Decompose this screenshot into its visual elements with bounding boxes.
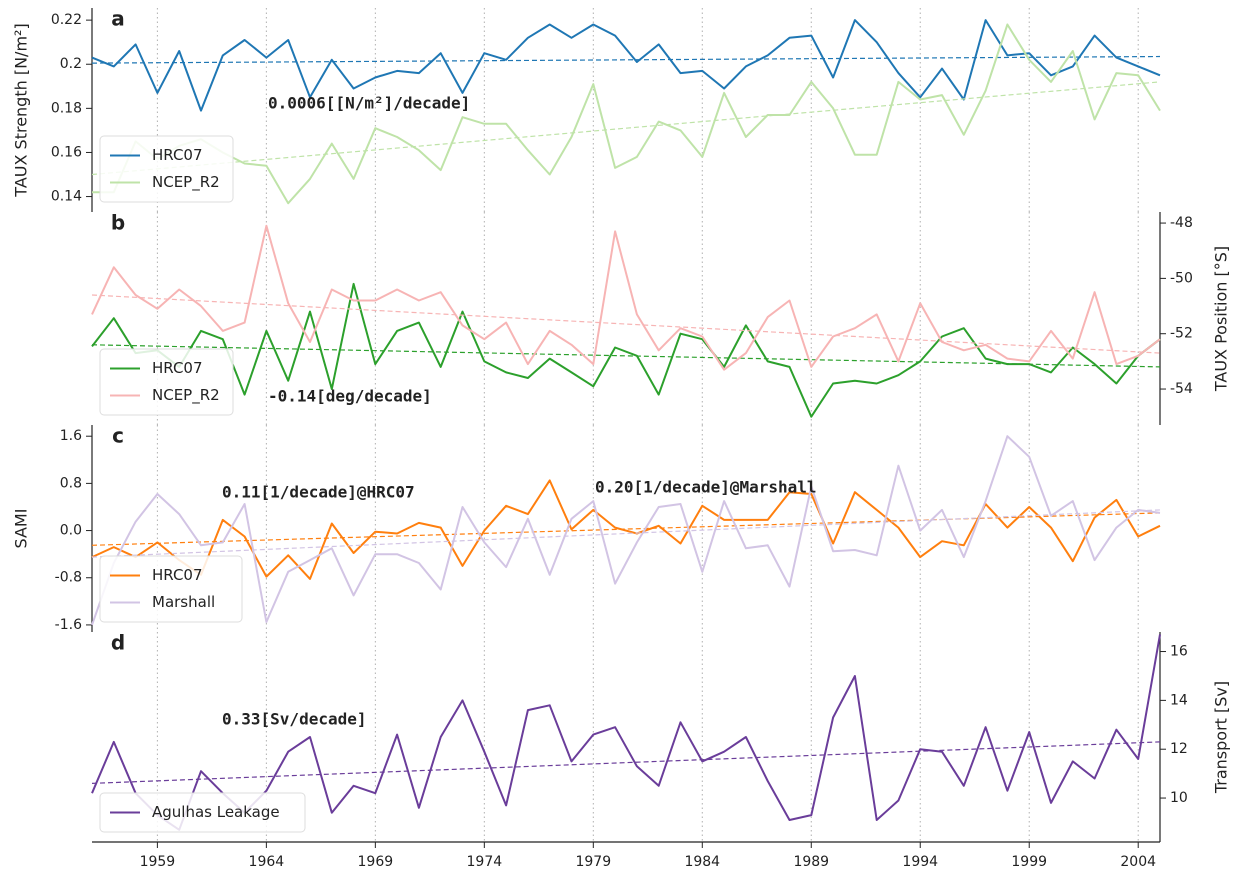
x-tick-label: 1979 bbox=[575, 854, 611, 870]
x-tick-label: 1984 bbox=[684, 854, 720, 870]
legend-box bbox=[99, 348, 234, 416]
series-line bbox=[91, 435, 1161, 626]
x-tick-label: 1974 bbox=[467, 854, 503, 870]
legend-label: Marshall bbox=[152, 593, 215, 611]
y-tick-label: 16 bbox=[1170, 644, 1188, 660]
series-line bbox=[91, 282, 1161, 418]
series-line bbox=[91, 634, 1161, 831]
y-tick-label: -1.6 bbox=[55, 617, 82, 633]
x-tick-label: 1969 bbox=[358, 854, 394, 870]
x-tick-label: 1964 bbox=[249, 854, 285, 870]
legend-label: HRC07 bbox=[152, 146, 203, 164]
trend-line bbox=[91, 81, 1161, 176]
y-tick-label: 0.18 bbox=[51, 100, 82, 116]
x-tick-label: 1994 bbox=[902, 854, 938, 870]
legend-box bbox=[99, 792, 306, 833]
panel-label: c bbox=[112, 424, 124, 448]
y-tick-label: -0.8 bbox=[55, 570, 82, 586]
y-tick-label: 0.2 bbox=[60, 56, 82, 72]
y-axis-label: TAUX Position [°S] bbox=[1212, 246, 1231, 392]
legend-label: HRC07 bbox=[152, 566, 203, 584]
series-line bbox=[92, 23, 1161, 205]
y-tick-label: -54 bbox=[1170, 381, 1193, 397]
trend-line bbox=[91, 55, 1161, 64]
legend-box bbox=[99, 135, 234, 203]
annotation: -0.14[deg/decade] bbox=[268, 387, 432, 406]
y-tick-label: 12 bbox=[1170, 741, 1188, 757]
y-tick-label: -52 bbox=[1170, 326, 1193, 342]
y-tick-label: -50 bbox=[1170, 270, 1193, 286]
panel-label: a bbox=[111, 7, 125, 31]
trend-line bbox=[91, 509, 1161, 558]
x-tick-label: 1999 bbox=[1011, 854, 1047, 870]
y-tick-label: 14 bbox=[1170, 692, 1188, 708]
y-tick-label: 1.6 bbox=[60, 428, 82, 444]
trend-line bbox=[91, 741, 1161, 784]
y-tick-label: 0.8 bbox=[60, 475, 82, 491]
y-tick-label: 10 bbox=[1170, 790, 1188, 806]
series-line bbox=[91, 19, 1161, 112]
panel: -54 -52 -50 -48 TAUX Position [°S] b -0.14[deg… bbox=[91, 211, 1231, 425]
legend-label: NCEP_R2 bbox=[152, 386, 220, 405]
x-tick-label: 1959 bbox=[140, 854, 176, 870]
series-line bbox=[91, 224, 1161, 371]
trend-line bbox=[91, 294, 1161, 354]
panel: -1.6 -0.8 0.0 0.8 1.6 SAMI c 0.11[1/decade]@HRC… bbox=[12, 424, 1161, 633]
x-tick-label: 2004 bbox=[1120, 854, 1156, 870]
x-tick-label: 1989 bbox=[793, 854, 829, 870]
annotation: 0.11[1/decade]@HRC07 bbox=[222, 483, 415, 502]
legend-label: Agulhas Leakage bbox=[152, 803, 280, 821]
y-tick-label: 0.22 bbox=[51, 12, 82, 28]
y-axis-label: SAMI bbox=[12, 509, 31, 549]
y-tick-label: 0.0 bbox=[60, 523, 82, 539]
y-tick-label: 0.16 bbox=[51, 144, 82, 160]
legend-box bbox=[99, 555, 243, 623]
legend-label: NCEP_R2 bbox=[152, 173, 220, 192]
trend-line bbox=[91, 344, 1161, 368]
y-axis-label: TAUX Strength [N/m²] bbox=[12, 23, 31, 197]
legend-label: HRC07 bbox=[152, 359, 203, 377]
panel-label: b bbox=[111, 211, 125, 235]
panel: 0.14 0.16 0.18 0.2 0.22 TAUX Strength [N/m²] a… bbox=[12, 7, 1161, 212]
panel-label: d bbox=[111, 631, 125, 655]
annotation: 0.0006[[N/m²]/decade] bbox=[268, 94, 470, 113]
annotation: 0.20[1/decade]@Marshall bbox=[595, 478, 817, 497]
y-tick-label: 0.14 bbox=[51, 189, 82, 205]
y-axis-label: Transport [Sv] bbox=[1212, 681, 1231, 794]
annotation: 0.33[Sv/decade] bbox=[222, 710, 367, 729]
panel: 10 12 14 16 Transport [Sv] d 0.33[Sv/decade] Ag… bbox=[91, 631, 1231, 870]
y-tick-label: -48 bbox=[1170, 215, 1193, 231]
